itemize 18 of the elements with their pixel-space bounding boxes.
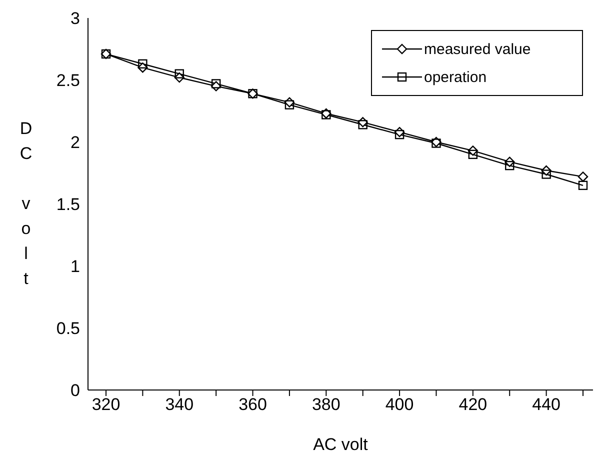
x-tick-label: 400 xyxy=(385,395,414,414)
y-tick-label: 1 xyxy=(70,257,80,276)
x-tick-label: 320 xyxy=(92,395,120,414)
x-tick-label: 440 xyxy=(532,395,560,414)
y-tick-label: 2.5 xyxy=(56,71,80,90)
y-tick-label: 0.5 xyxy=(56,319,80,338)
x-tick-label: 360 xyxy=(238,395,267,414)
y-tick-label: 2 xyxy=(70,133,80,152)
x-tick-label: 420 xyxy=(458,395,488,414)
y-tick-label: 0 xyxy=(70,381,80,400)
legend-label: measured value xyxy=(424,40,531,58)
x-axis-title: AC volt xyxy=(313,435,368,454)
legend-label: operation xyxy=(424,68,487,86)
y-tick-label: 3 xyxy=(70,9,80,28)
y-tick-label: 1.5 xyxy=(56,195,80,214)
text: DC volt xyxy=(20,119,32,288)
x-tick-label: 380 xyxy=(312,395,340,414)
x-tick-label: 340 xyxy=(165,395,194,414)
